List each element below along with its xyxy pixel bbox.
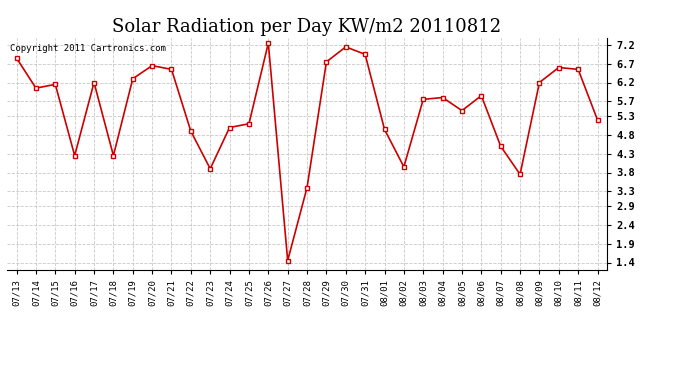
Text: Copyright 2011 Cartronics.com: Copyright 2011 Cartronics.com — [10, 45, 166, 54]
Title: Solar Radiation per Day KW/m2 20110812: Solar Radiation per Day KW/m2 20110812 — [112, 18, 502, 36]
